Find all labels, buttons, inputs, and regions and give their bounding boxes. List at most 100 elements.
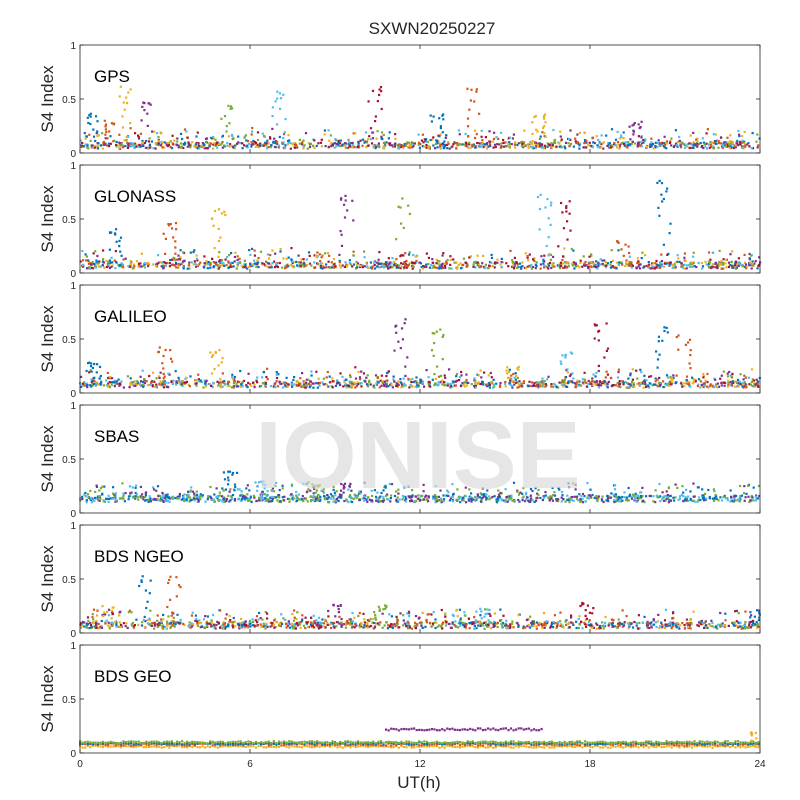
- data-point: [464, 385, 467, 388]
- data-point: [519, 491, 522, 494]
- data-point: [539, 267, 542, 270]
- data-point: [93, 380, 96, 383]
- data-point: [260, 480, 263, 483]
- data-point: [161, 496, 164, 500]
- data-point: [640, 142, 643, 145]
- data-point: [731, 380, 735, 383]
- data-point: [113, 385, 116, 388]
- data-point: [649, 145, 652, 148]
- data-point: [375, 499, 378, 502]
- data-point: [527, 259, 530, 262]
- data-point: [248, 249, 251, 252]
- data-point: [500, 265, 503, 269]
- data-point: [665, 490, 668, 493]
- data-point: [686, 264, 689, 267]
- data-point: [441, 254, 444, 257]
- data-point: [240, 493, 243, 496]
- data-point: [296, 146, 299, 149]
- data-point: [461, 382, 464, 385]
- data-point: [480, 376, 483, 379]
- data-point: [301, 498, 304, 501]
- data-point: [696, 486, 699, 489]
- data-point: [616, 499, 619, 502]
- data-point: [132, 142, 135, 145]
- data-point: [126, 102, 129, 105]
- data-point: [369, 261, 372, 264]
- data-point: [740, 494, 743, 497]
- data-point: [297, 493, 300, 496]
- data-point: [715, 497, 718, 500]
- data-point: [738, 380, 742, 383]
- data-point: [583, 495, 586, 498]
- data-point: [333, 263, 336, 266]
- data-point: [542, 496, 545, 499]
- data-point: [757, 144, 760, 147]
- data-point: [310, 500, 313, 503]
- data-point: [749, 499, 752, 502]
- data-point: [229, 488, 232, 491]
- data-point: [367, 138, 370, 141]
- figure-title: SXWN20250227: [369, 19, 496, 38]
- data-point: [289, 142, 292, 145]
- data-point: [183, 493, 186, 496]
- data-point: [334, 138, 337, 141]
- data-point: [99, 487, 103, 490]
- data-point: [140, 384, 143, 387]
- data-point: [129, 492, 132, 495]
- data-point: [337, 139, 340, 142]
- data-point: [338, 261, 341, 264]
- data-point: [409, 145, 412, 148]
- data-point: [621, 495, 624, 499]
- data-point: [676, 486, 679, 489]
- data-point: [147, 147, 150, 150]
- data-point: [515, 374, 518, 377]
- data-point: [124, 492, 127, 495]
- data-point: [343, 379, 346, 382]
- data-point: [397, 488, 400, 491]
- data-point: [155, 489, 158, 492]
- data-point: [314, 254, 318, 257]
- data-point: [669, 222, 672, 225]
- data-point: [212, 261, 215, 264]
- data-point: [729, 489, 732, 492]
- data-point: [405, 266, 408, 269]
- data-point: [167, 223, 170, 226]
- data-point: [669, 499, 673, 502]
- data-point: [321, 490, 325, 493]
- data-point: [527, 146, 530, 150]
- y-axis-label: S4 Index: [38, 305, 57, 373]
- data-point: [408, 386, 411, 389]
- data-point: [434, 142, 438, 145]
- data-point: [380, 137, 383, 140]
- data-point: [315, 499, 319, 502]
- data-point: [642, 382, 646, 385]
- data-point: [368, 381, 371, 384]
- data-point: [297, 384, 300, 387]
- data-point: [504, 382, 507, 385]
- data-point: [702, 376, 705, 379]
- data-point: [177, 254, 180, 257]
- data-point: [658, 376, 661, 379]
- data-point: [631, 264, 634, 267]
- data-point: [143, 102, 146, 105]
- data-point: [743, 261, 746, 264]
- data-point: [273, 266, 277, 269]
- data-point: [329, 497, 332, 500]
- data-point: [651, 262, 654, 265]
- data-point: [485, 493, 488, 496]
- data-point: [167, 496, 170, 499]
- data-point: [228, 385, 231, 388]
- data-point: [349, 376, 352, 379]
- data-point: [531, 140, 534, 143]
- data-point: [645, 264, 648, 268]
- data-point: [221, 385, 224, 388]
- data-point: [269, 496, 272, 499]
- data-point: [235, 267, 238, 270]
- data-point: [197, 142, 200, 145]
- data-point: [753, 385, 756, 388]
- data-point: [312, 495, 315, 498]
- data-point: [240, 264, 243, 267]
- data-point: [538, 207, 542, 211]
- data-point: [152, 371, 155, 374]
